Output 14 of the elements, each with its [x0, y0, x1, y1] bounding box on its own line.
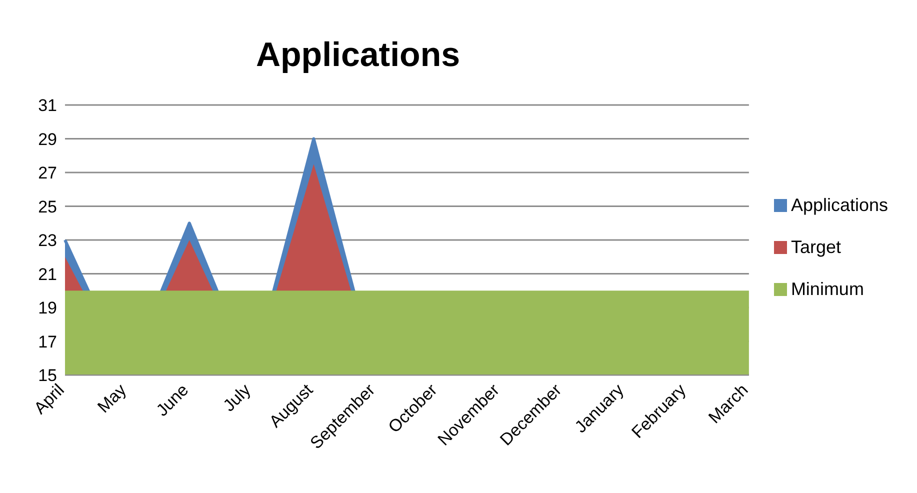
- y-tick-label: 21: [38, 264, 57, 284]
- y-tick-label: 23: [38, 231, 57, 250]
- x-tick-label: May: [94, 380, 130, 417]
- legend-label: Applications: [790, 194, 888, 214]
- legend-label: Minimum: [790, 278, 864, 298]
- y-tick-label: 25: [38, 197, 57, 216]
- y-tick-label: 31: [38, 96, 57, 116]
- chart-title: Applications: [254, 36, 462, 75]
- y-tick-label: 17: [38, 332, 57, 352]
- x-tick-label: July: [220, 380, 255, 416]
- y-tick-label: 27: [38, 164, 57, 183]
- y-tick-label: 19: [38, 298, 57, 318]
- legend-label: Target: [790, 236, 841, 256]
- y-tick-label: 29: [38, 130, 57, 149]
